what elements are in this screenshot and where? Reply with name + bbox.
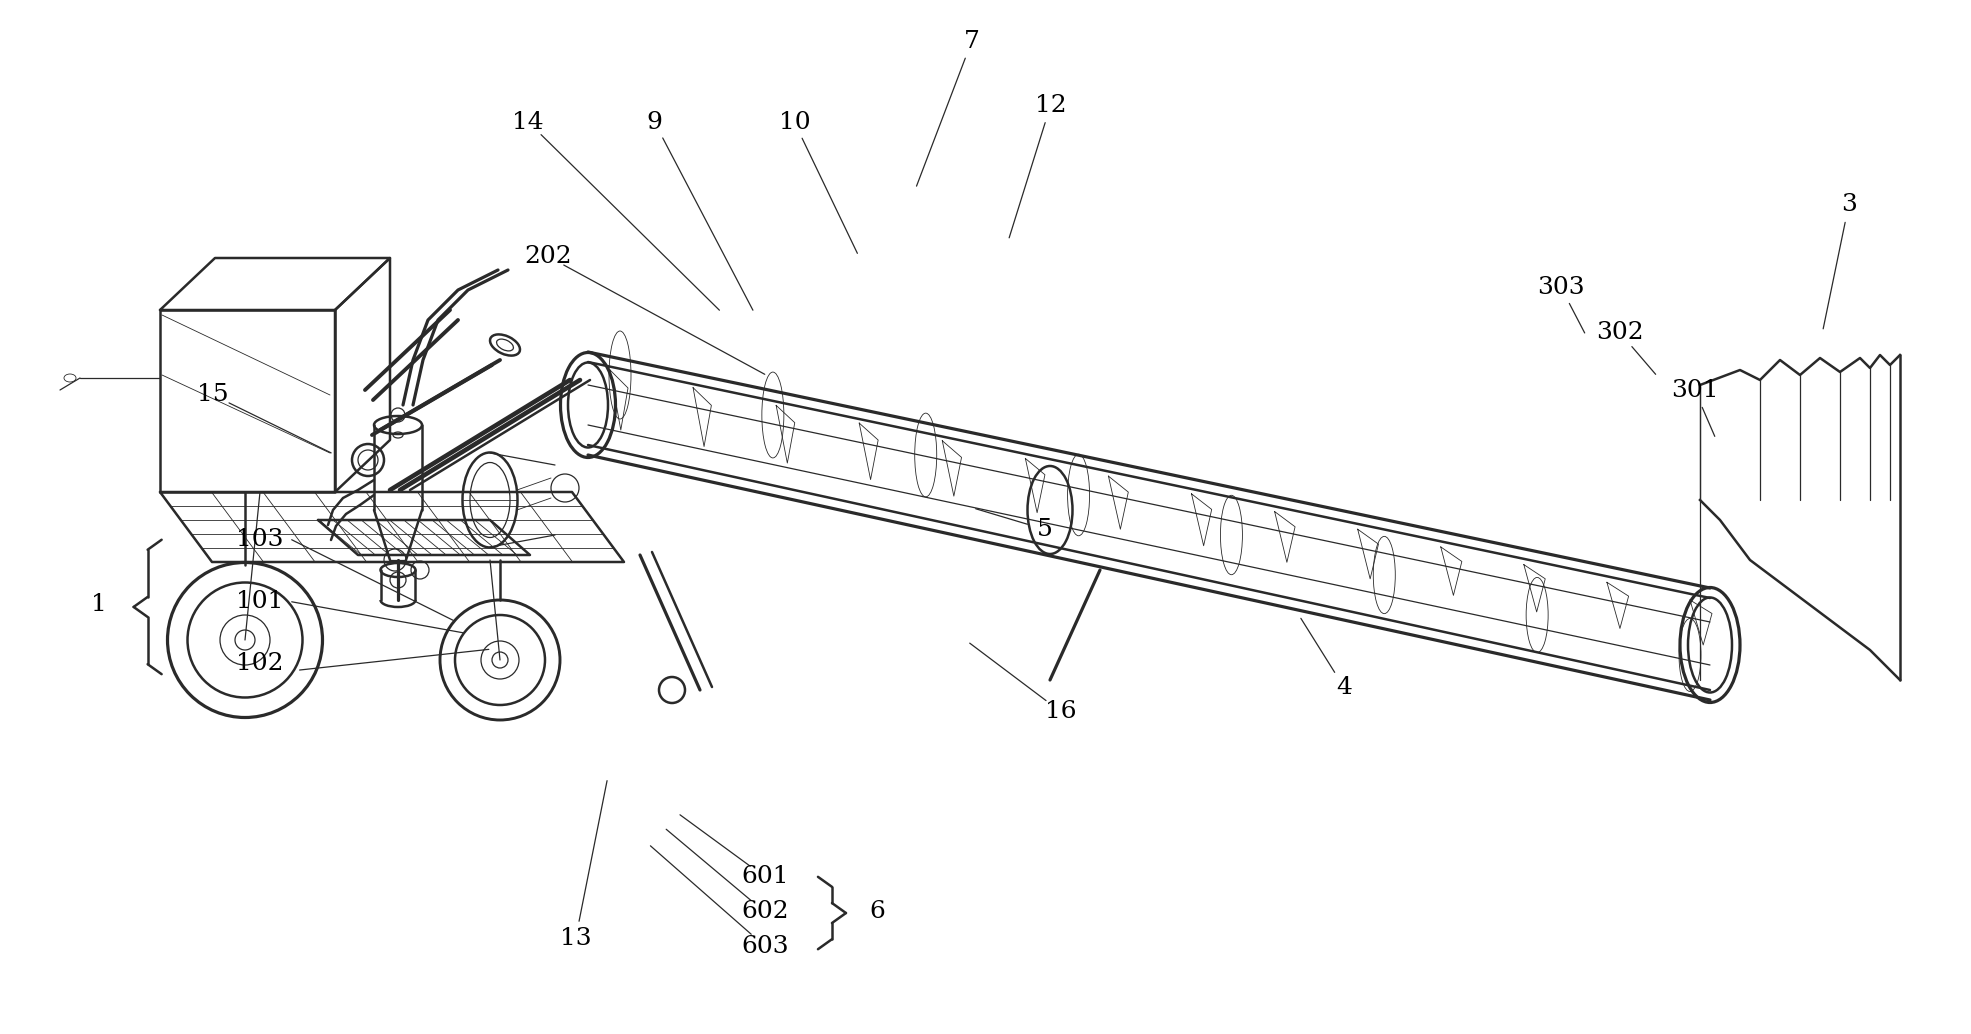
Ellipse shape [63,374,77,382]
Text: 6: 6 [869,901,885,923]
Text: 303: 303 [1537,276,1585,299]
Text: 3: 3 [1841,193,1857,216]
Text: 301: 301 [1671,379,1719,402]
Text: 103: 103 [237,528,284,551]
Text: 12: 12 [1035,94,1066,117]
Text: 601: 601 [741,865,788,888]
Text: 4: 4 [1336,676,1352,699]
Text: 202: 202 [524,245,572,268]
Text: 603: 603 [741,935,788,957]
Text: 9: 9 [646,111,662,133]
Text: 13: 13 [560,927,591,950]
Text: 14: 14 [512,111,544,133]
Text: 16: 16 [1045,700,1076,723]
Text: 5: 5 [1037,518,1053,541]
Text: 7: 7 [964,30,980,53]
Text: 602: 602 [741,901,788,923]
Text: 102: 102 [237,652,284,675]
Text: 302: 302 [1597,322,1644,344]
Text: 10: 10 [779,111,810,133]
Text: 15: 15 [197,384,229,406]
Text: 1: 1 [91,594,106,616]
Text: 101: 101 [237,590,284,613]
